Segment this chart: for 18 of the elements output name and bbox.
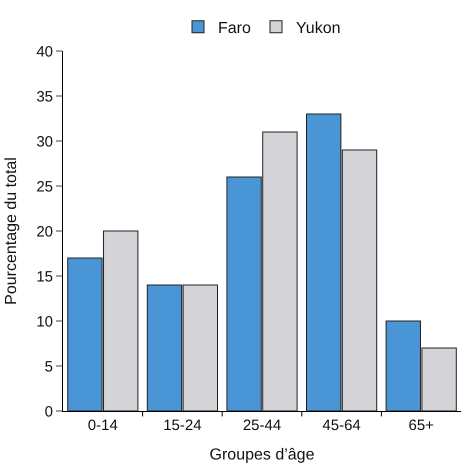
y-tick-label: 0 bbox=[44, 403, 53, 420]
x-tick-label: 0-14 bbox=[88, 417, 118, 434]
y-tick-label: 35 bbox=[36, 88, 53, 106]
x-tick-label: 65+ bbox=[408, 417, 434, 434]
x-tick-label: 25-44 bbox=[242, 417, 282, 434]
y-tick-label: 25 bbox=[36, 178, 53, 196]
y-tick-label: 20 bbox=[36, 223, 53, 240]
x-axis-title: Groupes d’âge bbox=[210, 446, 315, 464]
y-tick-label: 40 bbox=[36, 43, 53, 60]
x-tick-label: 15-24 bbox=[163, 417, 202, 434]
x-tick-label: 45-64 bbox=[322, 417, 361, 434]
y-tick-label: 5 bbox=[44, 358, 53, 376]
y-tick-label: 30 bbox=[36, 133, 53, 150]
legend-label: Yukon bbox=[296, 20, 340, 37]
y-tick-label: 10 bbox=[36, 313, 53, 330]
y-axis-title: Pourcentage du total bbox=[3, 157, 20, 305]
y-tick-label: 15 bbox=[36, 268, 53, 286]
legend-label: Faro bbox=[218, 20, 251, 37]
